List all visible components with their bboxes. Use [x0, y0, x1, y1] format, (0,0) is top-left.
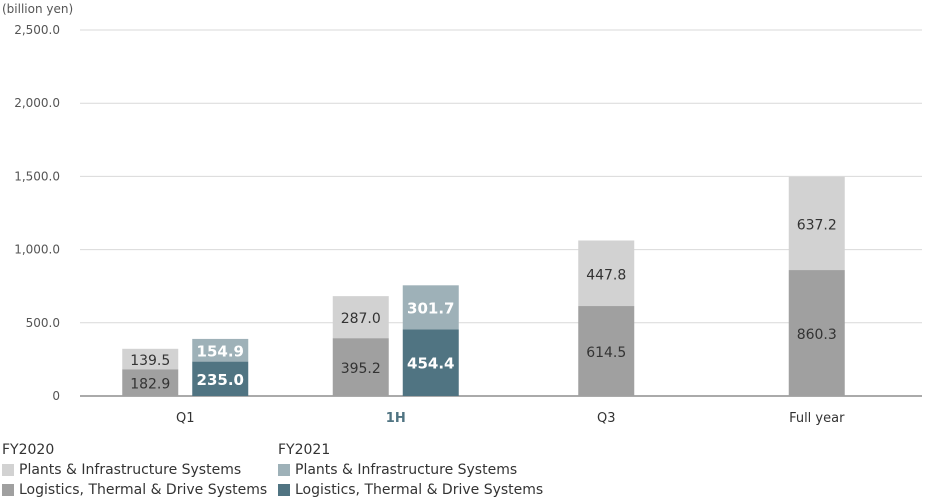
- legend-label-fy2020-plants: Plants & Infrastructure Systems: [19, 462, 242, 478]
- x-tick-label: 1H: [386, 411, 406, 426]
- legend-label-fy2021-plants: Plants & Infrastructure Systems: [295, 462, 518, 478]
- data-label-fy2020-plants: 139.5: [130, 353, 170, 369]
- legend-item-fy2021-logistics: Logistics, Thermal & Drive Systems: [278, 480, 543, 500]
- y-tick-label: 1,000.0: [14, 243, 60, 257]
- legend-fy2020-title: FY2020: [2, 442, 55, 458]
- legend-fy2021: FY2021 Plants & Infrastructure Systems L…: [278, 440, 543, 500]
- legend-item-fy2020-logistics: Logistics, Thermal & Drive Systems: [2, 480, 267, 500]
- bar-fy2020-logistics: [788, 270, 845, 396]
- legend-item-fy2021-plants: Plants & Infrastructure Systems: [278, 460, 543, 480]
- y-tick-label: 500.0: [26, 316, 60, 330]
- legend-swatch-fy2020-logistics: [2, 484, 14, 496]
- bar-fy2020-plants: [332, 296, 389, 339]
- data-label-fy2020-logistics: 860.3: [797, 327, 837, 343]
- legend-label-fy2021-logistics: Logistics, Thermal & Drive Systems: [295, 482, 544, 498]
- bar-fy2021-plants: [192, 338, 249, 362]
- legend-fy2021-title: FY2021: [278, 442, 331, 458]
- y-axis-unit-label: (billion yen): [2, 2, 74, 16]
- y-tick-label: 2,500.0: [14, 23, 60, 37]
- data-label-fy2020-plants: 287.0: [341, 311, 381, 327]
- bar-fy2021-plants: [402, 285, 459, 330]
- data-label-fy2021-logistics: 235.0: [197, 371, 244, 389]
- bar-fy2020-plants: [578, 240, 635, 307]
- data-label-fy2020-logistics: 182.9: [130, 377, 170, 393]
- data-label-fy2020-logistics: 614.5: [586, 345, 626, 361]
- data-label-fy2020-plants: 637.2: [797, 217, 837, 233]
- bar-fy2020-logistics: [578, 306, 635, 396]
- legend-label-fy2020-logistics: Logistics, Thermal & Drive Systems: [19, 482, 268, 498]
- data-label-fy2020-logistics: 395.2: [341, 361, 381, 377]
- bar-fy2021-logistics: [402, 329, 459, 396]
- legend-swatch-fy2021-plants: [278, 464, 290, 476]
- data-label-fy2020-plants: 447.8: [586, 267, 626, 283]
- legend-swatch-fy2020-plants: [2, 464, 14, 476]
- data-label-fy2021-plants: 154.9: [197, 342, 244, 360]
- stacked-bar-chart: 0 500.0 1,000.0 1,500.0 2,000.0 2,500.0 Q1 182.…: [14, 23, 922, 426]
- bar-fy2020-logistics: [332, 338, 389, 396]
- legend-fy2020: FY2020 Plants & Infrastructure Systems L…: [2, 440, 267, 500]
- y-tick-label: 1,500.0: [14, 169, 60, 183]
- x-tick-label: Q1: [176, 411, 195, 426]
- x-tick-label: Full year: [789, 411, 845, 426]
- bar-fy2020-logistics: [122, 369, 179, 396]
- bar-fy2020-plants: [122, 348, 179, 370]
- bar-fy2020-plants: [788, 176, 845, 271]
- x-tick-label: Q3: [597, 411, 616, 426]
- bar-fy2021-logistics: [192, 361, 249, 396]
- legend-item-fy2020-plants: Plants & Infrastructure Systems: [2, 460, 267, 480]
- legend-swatch-fy2021-logistics: [278, 484, 290, 496]
- data-label-fy2021-plants: 301.7: [407, 299, 454, 317]
- y-tick-label: 2,000.0: [14, 96, 60, 110]
- data-label-fy2021-logistics: 454.4: [407, 355, 454, 373]
- y-tick-label: 0: [52, 389, 60, 403]
